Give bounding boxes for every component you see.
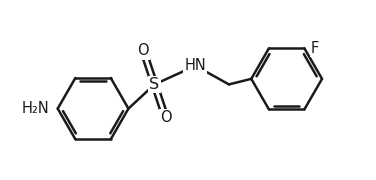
Text: HN: HN bbox=[185, 58, 206, 73]
Text: O: O bbox=[160, 110, 171, 125]
Text: H₂N: H₂N bbox=[22, 101, 50, 116]
Text: F: F bbox=[311, 41, 319, 56]
Text: S: S bbox=[149, 77, 159, 92]
Text: O: O bbox=[138, 43, 149, 58]
